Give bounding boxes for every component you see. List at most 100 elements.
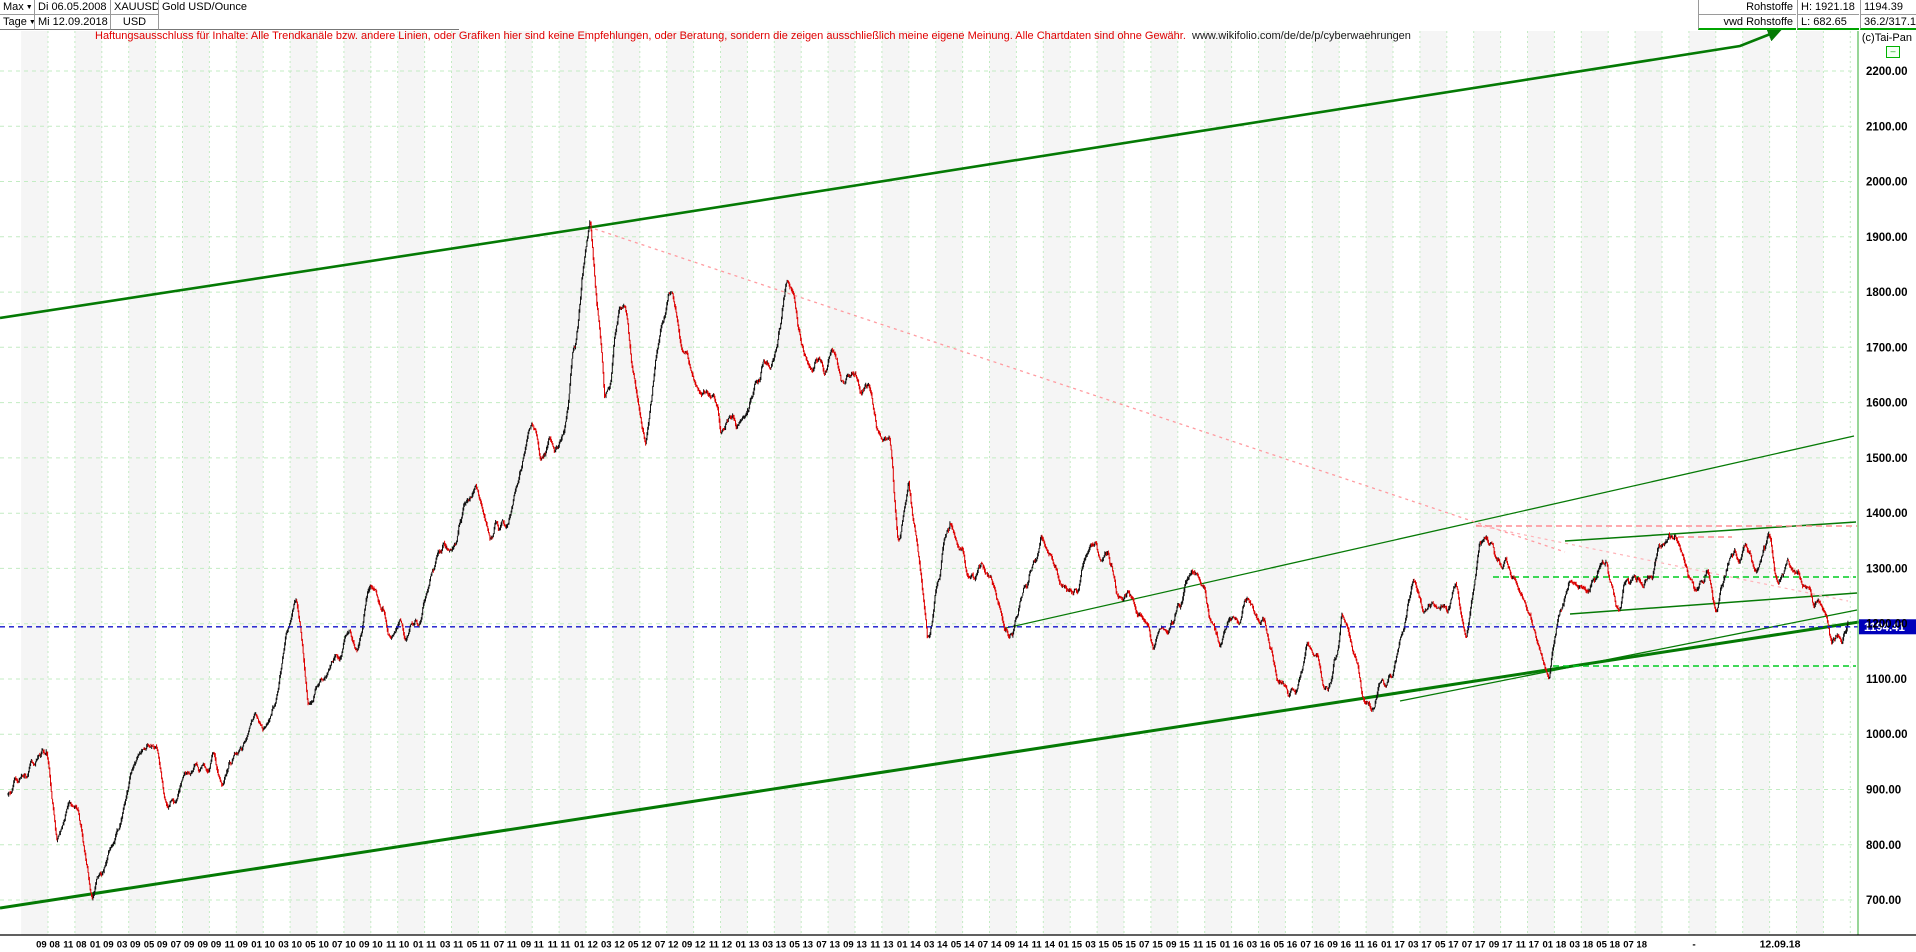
disclaimer-text: Haftungsausschluss für Inhalte: Alle Tre… xyxy=(95,30,1411,42)
x-tick-label: 09 14 xyxy=(1005,940,1029,951)
x-tick-label: 03 15 xyxy=(1085,940,1109,951)
category-label: Rohstoffe xyxy=(1699,0,1796,15)
chart-toolbar-range: Max ▼ Tage ▼ xyxy=(0,0,35,30)
x-tick-label: 07 17 xyxy=(1462,940,1486,951)
x-tick-label: 01 16 xyxy=(1220,940,1244,951)
trend-lines xyxy=(0,28,1860,910)
x-tick-label: 09 08 xyxy=(36,940,60,951)
x-tick-label: 03 16 xyxy=(1247,940,1271,951)
x-tick-label: 01 12 xyxy=(574,940,598,951)
x-tick-label: 09 17 xyxy=(1489,940,1513,951)
collapse-box[interactable]: – xyxy=(1886,46,1900,58)
x-tick-label: 11 09 xyxy=(225,940,248,951)
y-tick-label: 1900.00 xyxy=(1866,232,1908,244)
x-tick-label: 05 17 xyxy=(1435,940,1459,951)
category-cell: Rohstoffe vwd Rohstoffe xyxy=(1698,0,1796,30)
currency-label: USD xyxy=(122,16,147,28)
x-tick-label: 01 15 xyxy=(1058,940,1082,951)
x-tick-label: 03 09 xyxy=(117,940,141,951)
copyright-label: (c)Tai-Pan xyxy=(1861,32,1912,44)
date-to[interactable]: Mi 12.09.2018 xyxy=(38,16,108,28)
x-tick-label: 05 15 xyxy=(1112,940,1136,951)
x-tick-label: 01 14 xyxy=(897,940,921,951)
y-axis-labels: 2200.00 2100.00 2000.00 1900.00 1800.00 1700.… xyxy=(1866,66,1908,907)
x-tick-label: 01 18 xyxy=(1543,940,1567,951)
x-tick-label: 05 16 xyxy=(1274,940,1298,951)
x-tick-label: 03 17 xyxy=(1408,940,1432,951)
x-tick-label: 05 18 xyxy=(1596,940,1620,951)
support-right-lower xyxy=(1399,609,1858,702)
range-dropdown[interactable]: Max ▼ xyxy=(0,0,34,15)
instrument-title: Gold USD/Ounce xyxy=(162,1,247,13)
y-tick-label: 1700.00 xyxy=(1866,342,1908,354)
current-price-label: 1194.41 xyxy=(1864,622,1906,634)
x-axis-labels: 09 08 11 08 01 09 03 09 05 09 07 09 09 09 11 09… xyxy=(36,939,1800,951)
x-tick-label: 09 16 xyxy=(1327,940,1351,951)
chevron-down-icon: ▼ xyxy=(28,19,34,26)
x-tick-label: 03 14 xyxy=(924,940,948,951)
x-tick-label: 11 17 xyxy=(1516,940,1539,951)
grid xyxy=(0,31,1856,935)
symbol-label: XAUUSD xyxy=(111,0,158,15)
period-dropdown[interactable]: Tage ▼ xyxy=(3,16,34,28)
y-tick-label: 1200.00 xyxy=(1866,619,1908,631)
last-value-cell: 1194.39 36.2/317.1 xyxy=(1860,0,1916,30)
x-tick-label: 09 12 xyxy=(682,940,706,951)
price-up-bars xyxy=(7,220,1849,901)
price-series xyxy=(7,220,1849,901)
resistance-2017-18-tops xyxy=(1564,521,1857,542)
x-axis-end-date: 12.09.18 xyxy=(1760,939,1801,951)
x-tick-label: 01 09 xyxy=(90,940,114,951)
x-tick-label: 09 09 xyxy=(198,940,222,951)
x-tick-label: 11 10 xyxy=(386,940,409,951)
instrument-cell: Gold USD/Ounce xyxy=(159,0,459,30)
x-tick-label: 07 11 xyxy=(494,940,518,951)
x-tick-label: 09 13 xyxy=(843,940,867,951)
symbol-cell: XAUUSD USD xyxy=(111,0,159,30)
date-from[interactable]: Di 06.05.2008 xyxy=(35,0,110,15)
x-tick-label: 03 18 xyxy=(1569,940,1593,951)
y-tick-label: 1400.00 xyxy=(1866,508,1908,520)
y-tick-label: 2100.00 xyxy=(1866,121,1908,133)
year-bands xyxy=(21,31,1824,935)
x-tick-label: 05 09 xyxy=(144,940,168,951)
high-low-cell: H: 1921.18 L: 682.65 xyxy=(1797,0,1859,30)
chevron-down-icon: ▼ xyxy=(25,4,33,11)
x-tick-label: 07 14 xyxy=(978,940,1002,951)
disclaimer-link[interactable]: www.wikifolio.com/de/de/p/cyberwaehrunge… xyxy=(1192,30,1411,42)
x-tick-label: 11 08 xyxy=(63,940,86,951)
chart-date-range: Di 06.05.2008 Mi 12.09.2018 xyxy=(35,0,111,30)
x-tick-label: 03 13 xyxy=(762,940,786,951)
x-tick-label: 01 13 xyxy=(736,940,760,951)
data-source-label: vwd Rohstoffe xyxy=(1723,16,1793,28)
x-tick-label: 07 12 xyxy=(655,940,679,951)
x-axis-separator: - xyxy=(1692,940,1695,951)
y-tick-label: 1100.00 xyxy=(1866,674,1907,686)
x-tick-label: 05 12 xyxy=(628,940,652,951)
x-tick-label: 09 10 xyxy=(359,940,383,951)
x-tick-label: 01 11 xyxy=(413,940,437,951)
y-tick-label: 800.00 xyxy=(1866,840,1901,852)
support-from-2013-low xyxy=(1005,435,1855,629)
performance-value: 36.2/317.1 xyxy=(1864,16,1916,28)
x-tick-label: 07 15 xyxy=(1139,940,1163,951)
x-tick-label: 11 11 xyxy=(548,940,571,951)
y-tick-label: 2000.00 xyxy=(1866,177,1908,189)
mid-support-right xyxy=(1569,592,1858,615)
current-price-marker: 1194.41 xyxy=(0,619,1916,635)
x-tick-label: 05 14 xyxy=(951,940,975,951)
price-down-bars xyxy=(9,221,1842,900)
x-tick-label: 09 15 xyxy=(1166,940,1190,951)
y-tick-label: 1800.00 xyxy=(1866,287,1908,299)
upper-channel-arrow xyxy=(0,28,1782,320)
downtrend-right-extension xyxy=(1475,524,1849,602)
x-tick-label: 07 10 xyxy=(332,940,356,951)
x-tick-label: 07 09 xyxy=(171,940,195,951)
high-label: H: 1921.18 xyxy=(1798,0,1859,15)
x-tick-label: 11 15 xyxy=(1193,940,1217,951)
x-tick-label: 01 10 xyxy=(251,940,275,951)
y-tick-label: 2200.00 xyxy=(1866,66,1908,78)
x-tick-label: 03 10 xyxy=(278,940,302,951)
